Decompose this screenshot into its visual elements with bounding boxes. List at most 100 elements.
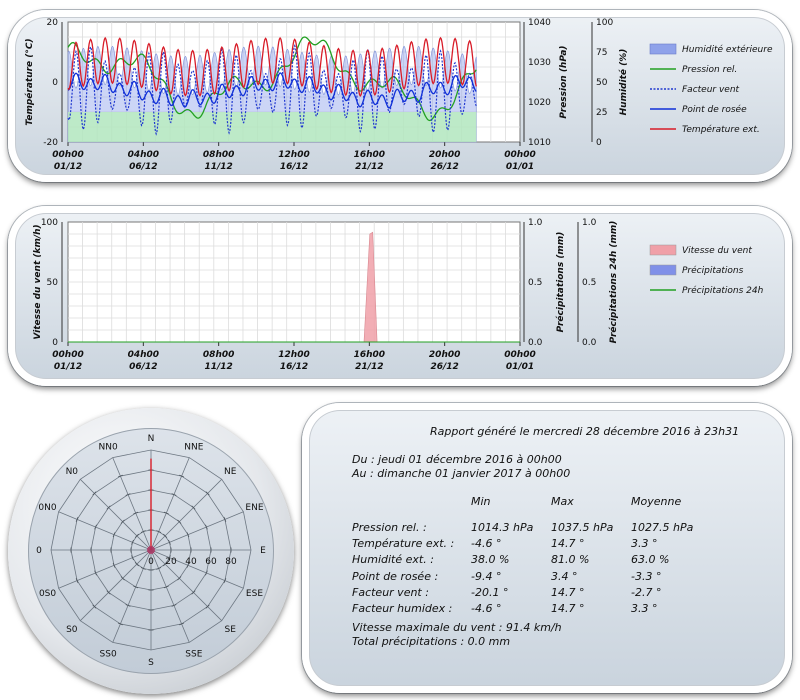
rose-tick <box>134 533 139 538</box>
report-cell-label: Température ext. : <box>352 537 455 551</box>
rose-tick <box>205 604 210 609</box>
report-from: Du : jeudi 01 décembre 2016 à 00h00 <box>352 453 562 466</box>
rose-direction-label: NN0 <box>99 443 118 453</box>
rose-spoke <box>150 549 222 621</box>
report-cell-mean: 1027.5 hPa <box>631 521 694 534</box>
report-cell-max: 1037.5 hPa <box>551 521 614 534</box>
rose-tick <box>140 567 146 570</box>
rose-spoke <box>150 549 190 643</box>
rose-spoke <box>80 549 152 621</box>
x-tick-label-date: 06/12 <box>129 162 157 172</box>
series-group <box>67 36 477 143</box>
rose-spoke <box>150 479 222 551</box>
x-tick-label-date: 26/12 <box>430 162 458 172</box>
x-tick-label-time: 08h00 <box>203 150 234 160</box>
rose-tick <box>125 604 131 607</box>
x-tick-label-date: 26/12 <box>430 362 458 372</box>
rose-radial-tick-label: 20 <box>165 557 177 567</box>
rose-tick <box>112 532 116 538</box>
rose-direction-label: S <box>148 658 154 668</box>
x-tick-label-time: 08h00 <box>203 350 234 360</box>
rose-direction-label: 0S0 <box>39 589 56 599</box>
rose-tick <box>191 505 196 510</box>
report-cell-min: -4.6 ° <box>471 537 502 551</box>
rose-tick <box>133 511 139 515</box>
rose-tick <box>156 567 162 570</box>
rose-spoke <box>80 479 152 551</box>
rose-tick <box>186 562 190 568</box>
rose-tick <box>112 562 116 568</box>
report-cell-mean: 63.0 % <box>631 553 670 567</box>
rose-direction-label: ESE <box>246 589 263 599</box>
rose-tick <box>75 578 79 584</box>
rose-tick <box>117 622 123 626</box>
y-axis-precip24-tick-label: 1.0 <box>582 218 597 228</box>
rose-tick <box>186 532 190 538</box>
rose-radial-tick-label: 40 <box>185 557 197 567</box>
x-tick-label-time: 16h00 <box>354 350 385 360</box>
y-axis-label-wind: Vitesse du vent (km/h) <box>33 224 43 339</box>
wind-chart: 00h00 01/12 04h00 06/12 08h00 11/12 12h00 16/12… <box>33 218 764 372</box>
y-axis-label-humidity: Humidité (%) <box>618 49 629 116</box>
legend-label: Température ext. <box>682 124 760 135</box>
rose-radial-tick-label: 60 <box>205 557 217 567</box>
rose-spoke <box>58 511 152 551</box>
rose-tick <box>140 530 146 533</box>
y-axis-pressure-tick-label: 1010 <box>528 138 551 148</box>
rose-direction-label: SE <box>224 625 236 635</box>
y-axis-precip24-tick-label: 0.5 <box>582 278 596 288</box>
rose-direction-label: 0N0 <box>38 503 56 513</box>
report-cell-min: -20.1 ° <box>471 585 509 599</box>
report-cell-max: 81.0 % <box>551 553 590 567</box>
rose-tick <box>191 590 196 595</box>
rose-tick <box>205 570 208 576</box>
x-tick-label-date: 16/12 <box>280 162 308 172</box>
report-panel <box>302 403 792 693</box>
rose-spoke <box>112 549 152 643</box>
y-axis-humidity-tick-label: 25 <box>596 108 607 118</box>
rose-spoke <box>112 457 152 551</box>
y-axis-temperature-tick-label: 0 <box>52 78 58 88</box>
rose-tick <box>179 474 185 478</box>
rose-direction-label: SS0 <box>100 649 117 659</box>
legend-label: Point de rosée <box>682 104 747 115</box>
y-axis-humidity-tick-label: 0 <box>596 138 602 148</box>
x-tick-label-time: 00h00 <box>504 350 535 360</box>
report-cell-mean: 3.3 ° <box>631 537 658 551</box>
report-cell-label: Pression rel. : <box>352 521 427 534</box>
y-axis-label-pressure: Pression (hPa) <box>559 45 569 118</box>
legend-label: Pression rel. <box>682 65 737 75</box>
legend-swatch <box>649 43 677 55</box>
y-axis-pressure-tick-label: 1030 <box>528 58 551 68</box>
legend-label: Humidité extérieure <box>682 44 773 55</box>
rose-direction-label: N0 <box>66 467 79 477</box>
report-cell-min: 1014.3 hPa <box>471 521 534 534</box>
report-cell-max: 14.7 ° <box>551 585 585 599</box>
legend-label: Précipitations 24h <box>682 285 764 296</box>
rose-spoke <box>150 549 244 589</box>
y-axis-wind-tick-label: 50 <box>47 278 59 288</box>
rose-tick <box>179 622 185 626</box>
report-cell-label: Humidité ext. : <box>352 553 434 567</box>
series-dew-point-line <box>67 72 477 109</box>
report-cell-label: Facteur humidex : <box>352 602 453 615</box>
y-axis-precip-tick-label: 0.5 <box>528 278 542 288</box>
report-cell-min: -9.4 ° <box>471 569 502 583</box>
y-axis-wind-tick-label: 100 <box>41 218 58 228</box>
x-tick-label-date: 01/01 <box>506 362 534 372</box>
x-tick-label-time: 04h00 <box>128 150 159 160</box>
x-tick-label-time: 12h00 <box>278 350 309 360</box>
y-axis-label-precip: Précipitations (mm) <box>555 232 566 333</box>
rose-tick <box>92 604 97 609</box>
report-total-precip: Total précipitations : 0.0 mm <box>352 635 511 648</box>
rose-tick <box>171 493 177 496</box>
x-tick-label-date: 21/12 <box>355 162 383 172</box>
report-cell-mean: -3.3 ° <box>631 569 662 583</box>
report-cell-label: Facteur vent : <box>352 585 429 599</box>
report-cell-max: 14.7 ° <box>551 537 585 551</box>
x-tick-label-date: 01/12 <box>54 162 82 172</box>
report-cell-label: Point de rosée : <box>352 569 439 583</box>
rose-radial-tick-label: 80 <box>225 557 237 567</box>
rose-direction-label: NE <box>224 467 237 477</box>
x-tick-label-time: 00h00 <box>52 150 83 160</box>
